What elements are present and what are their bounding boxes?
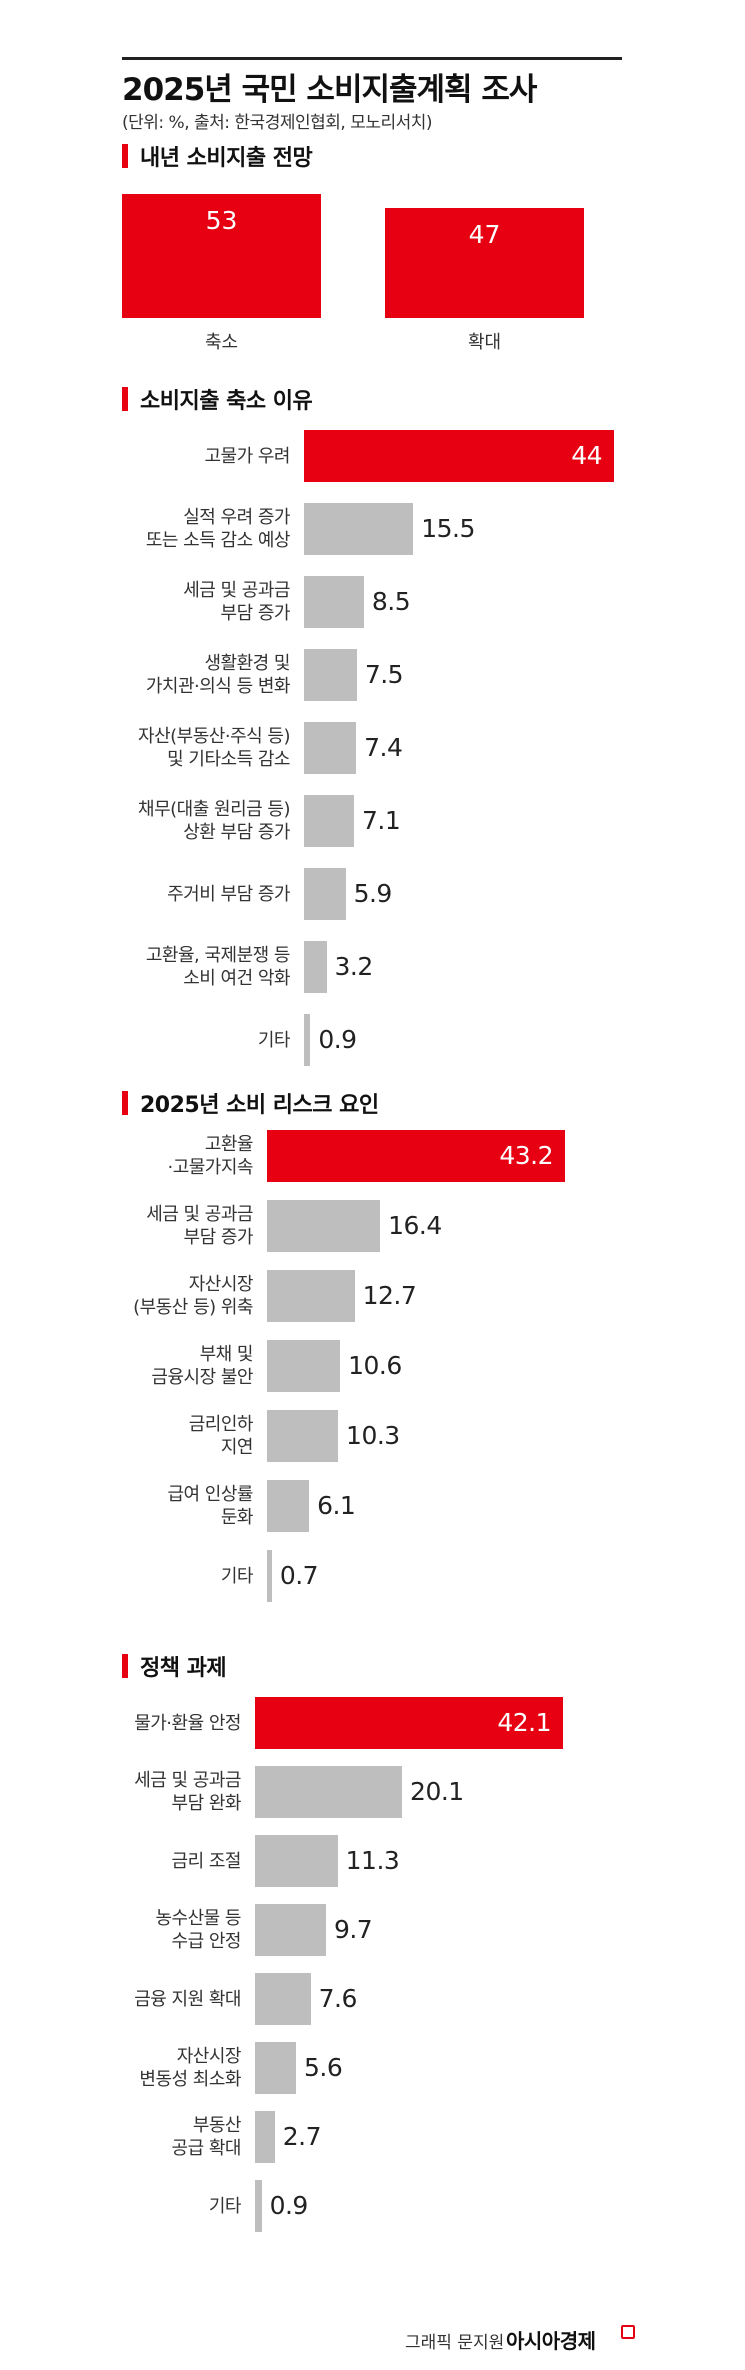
risk-bar xyxy=(267,1270,355,1322)
risk-category-label: 자산시장 (부동산 등) 위축 xyxy=(133,1274,253,1318)
policy-value-label: 11.3 xyxy=(345,1846,400,1875)
policy-bar xyxy=(255,1904,326,1956)
logo-mark-icon xyxy=(621,2325,635,2339)
policy-value-label: 9.7 xyxy=(333,1915,373,1944)
section-title: 소비지출 축소 이유 xyxy=(140,389,313,414)
reason-value-label: 15.5 xyxy=(421,514,475,543)
page-title: 2025년 국민 소비지출계획 조사 xyxy=(122,72,537,108)
reason-value-label: 7.4 xyxy=(364,733,403,762)
risk-value-label: 0.7 xyxy=(279,1561,319,1590)
policy-category-label: 농수산물 등 수급 안정 xyxy=(155,1908,241,1952)
reason-value-label: 7.5 xyxy=(364,660,404,689)
risk-bar xyxy=(267,1480,310,1532)
policy-value-label: 2.7 xyxy=(282,2122,322,2151)
reason-bar xyxy=(304,649,357,701)
reason-category-label: 채무(대출 원리금 등) 상환 부담 증가 xyxy=(138,799,290,843)
section-header-policy: 정책 과제 xyxy=(122,1650,227,1682)
outlook-category-expand: 확대 xyxy=(467,332,502,353)
policy-bar xyxy=(255,2180,262,2232)
reason-category-label: 세금 및 공과금 부담 증가 xyxy=(183,580,290,624)
reason-category-label: 자산(부동산·주식 등) 및 기타소득 감소 xyxy=(138,726,290,770)
risk-bar xyxy=(267,1340,341,1392)
outlook-bar-shrink xyxy=(122,194,321,318)
reason-category-label: 실적 우려 증가 또는 소득 감소 예상 xyxy=(145,507,291,551)
reason-bar xyxy=(304,430,614,482)
outlook-bar-expand xyxy=(385,208,584,318)
risk-category-label: 기타 xyxy=(220,1565,254,1587)
policy-category-label: 물가·환율 안정 xyxy=(134,1712,241,1734)
reason-category-label: 고환율, 국제분쟁 등 소비 여건 악화 xyxy=(145,945,291,989)
risk-value-label: 10.3 xyxy=(346,1421,400,1450)
section-header-reasons: 소비지출 축소 이유 xyxy=(122,383,313,415)
risk-category-label: 부채 및 금융시장 불안 xyxy=(151,1344,253,1388)
publisher-logo: 아시아경제 xyxy=(506,2329,596,2353)
risk-bar xyxy=(267,1410,339,1462)
policy-bar xyxy=(255,2111,275,2163)
outlook-value-expand: 47 xyxy=(468,220,501,249)
section-header-risks: 2025년 소비 리스크 요인 xyxy=(122,1087,379,1119)
reason-bar xyxy=(304,1014,311,1066)
risk-value-label: 16.4 xyxy=(388,1211,442,1240)
page-subtitle: (단위: %, 출처: 한국경제인협회, 모노리서치) xyxy=(122,113,433,133)
risk-value-label: 10.6 xyxy=(348,1351,402,1380)
policy-category-label: 기타 xyxy=(208,2195,242,2217)
policy-value-label: 42.1 xyxy=(497,1708,551,1737)
policy-category-label: 금융 지원 확대 xyxy=(134,1988,241,2010)
risk-bar xyxy=(267,1130,565,1182)
policy-bar xyxy=(255,1766,403,1818)
reason-bar xyxy=(304,576,364,628)
outlook-value-shrink: 53 xyxy=(205,206,238,235)
risk-category-label: 금리인하 지연 xyxy=(188,1414,254,1458)
policy-bar xyxy=(255,1835,338,1887)
risk-category-label: 세금 및 공과금 부담 증가 xyxy=(146,1204,253,1248)
policy-category-label: 세금 및 공과금 부담 완화 xyxy=(134,1770,241,1814)
reason-bar xyxy=(304,941,327,993)
policy-bar xyxy=(255,1697,563,1749)
title-rule xyxy=(122,57,622,60)
policy-category-label: 금리 조절 xyxy=(171,1850,242,1872)
reason-value-label: 0.9 xyxy=(318,1025,357,1054)
reason-bar xyxy=(304,722,357,774)
section-marker xyxy=(122,387,128,411)
policy-value-label: 5.6 xyxy=(303,2053,343,2082)
policy-bar xyxy=(255,2042,296,2094)
policy-value-label: 20.1 xyxy=(410,1777,464,1806)
outlook-category-shrink: 축소 xyxy=(204,332,239,353)
reason-category-label: 기타 xyxy=(257,1029,291,1051)
reason-value-label: 5.9 xyxy=(353,879,393,908)
risk-value-label: 43.2 xyxy=(499,1141,553,1170)
reason-value-label: 8.5 xyxy=(371,587,411,616)
risk-bar xyxy=(267,1200,381,1252)
policy-bar xyxy=(255,1973,311,2025)
reason-bar xyxy=(304,503,414,555)
reason-bar xyxy=(304,795,355,847)
reason-value-label: 7.1 xyxy=(362,806,401,835)
policy-value-label: 7.6 xyxy=(318,1984,358,2013)
reason-category-label: 고물가 우려 xyxy=(204,445,290,467)
section-marker xyxy=(122,1091,128,1115)
section-marker xyxy=(122,144,128,168)
policy-category-label: 부동산 공급 확대 xyxy=(171,2115,242,2159)
risk-bar xyxy=(267,1550,272,1602)
reason-category-label: 주거비 부담 증가 xyxy=(167,883,290,905)
section-title: 내년 소비지출 전망 xyxy=(140,146,313,171)
policy-value-label: 0.9 xyxy=(269,2191,309,2220)
section-title: 2025년 소비 리스크 요인 xyxy=(140,1093,379,1118)
risk-value-label: 12.7 xyxy=(362,1281,417,1310)
reason-value-label: 44 xyxy=(571,441,602,470)
reason-category-label: 생활환경 및 가치관·의식 등 변화 xyxy=(145,653,291,697)
section-marker xyxy=(122,1654,128,1678)
risk-category-label: 고환율 ·고물가지속 xyxy=(167,1134,253,1178)
risk-value-label: 6.1 xyxy=(317,1491,356,1520)
section-header-outlook: 내년 소비지출 전망 xyxy=(122,140,313,172)
risk-category-label: 급여 인상률 둔화 xyxy=(167,1484,253,1528)
reason-value-label: 3.2 xyxy=(334,952,374,981)
credit-text: 그래픽 문지원 xyxy=(405,2333,505,2353)
policy-category-label: 자산시장 변동성 최소화 xyxy=(139,2046,241,2090)
section-title: 정책 과제 xyxy=(140,1656,227,1681)
reason-bar xyxy=(304,868,346,920)
